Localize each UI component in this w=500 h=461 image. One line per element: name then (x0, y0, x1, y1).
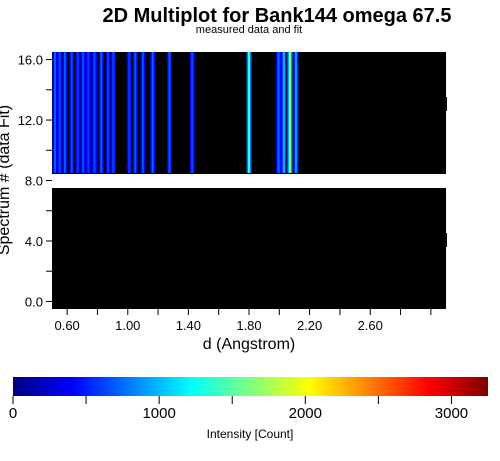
colorbar: 0 1000 2000 3000 Intensity [Count] (9, 377, 488, 441)
right-edge-marker (444, 233, 447, 247)
y-axis-label: Spectrum # (data Fit) (0, 105, 13, 255)
x-tick-label: 0.60 (54, 318, 79, 333)
y-tick-label: 12.0 (18, 113, 43, 128)
y-tick-label: 16.0 (18, 53, 43, 68)
colorbar-tick-label: 1000 (142, 405, 175, 422)
peak-line (246, 52, 252, 173)
fit-panel (52, 188, 446, 309)
colorbar-label: Intensity [Count] (207, 427, 294, 441)
chart-title: 2D Multiplot for Bank144 omega 67.5 (103, 5, 452, 27)
peak-line (91, 52, 97, 173)
peak-line (110, 52, 116, 173)
peak-line (105, 52, 111, 173)
x-tick-label: 2.60 (358, 318, 383, 333)
peak-line (276, 52, 282, 173)
colorbar-ticks: 0 1000 2000 3000 (9, 396, 468, 422)
peak-line (132, 52, 138, 173)
y-tick-label: 4.0 (25, 234, 43, 249)
peak-line (293, 52, 299, 173)
x-axis: 0.60 1.00 1.40 1.80 2.20 2.60 (54, 309, 432, 333)
peak-line (75, 52, 81, 173)
colorbar-gradient (13, 377, 488, 396)
colorbar-tick-label: 0 (9, 405, 17, 422)
x-axis-label: d (Angstrom) (203, 336, 295, 353)
peak-line (57, 52, 63, 173)
peak-line (166, 52, 172, 173)
peak-line (287, 52, 293, 173)
peak-line (80, 52, 86, 173)
chart-subtitle: measured data and fit (196, 24, 302, 36)
x-tick-label: 1.00 (115, 318, 140, 333)
heatmap-area (52, 52, 447, 309)
peak-lines (52, 52, 299, 173)
peak-line (189, 52, 195, 173)
y-tick-label: 8.0 (25, 174, 43, 189)
peak-line (281, 52, 287, 173)
peak-line (69, 52, 75, 173)
peak-line (126, 52, 132, 173)
y-tick-label: 0.0 (25, 294, 43, 309)
peak-line (52, 52, 58, 173)
colorbar-tick-label: 2000 (289, 405, 322, 422)
right-edge-marker (444, 97, 447, 111)
x-tick-label: 1.80 (236, 318, 261, 333)
x-tick-label: 1.40 (176, 318, 201, 333)
peak-line (62, 52, 68, 173)
peak-line (140, 52, 146, 173)
y-axis: 0.0 4.0 8.0 12.0 16.0 (18, 53, 52, 309)
peak-line (85, 52, 91, 173)
peak-line (150, 52, 156, 173)
colorbar-tick-label: 3000 (435, 405, 468, 422)
x-tick-label: 2.20 (297, 318, 322, 333)
peak-line (98, 52, 104, 173)
